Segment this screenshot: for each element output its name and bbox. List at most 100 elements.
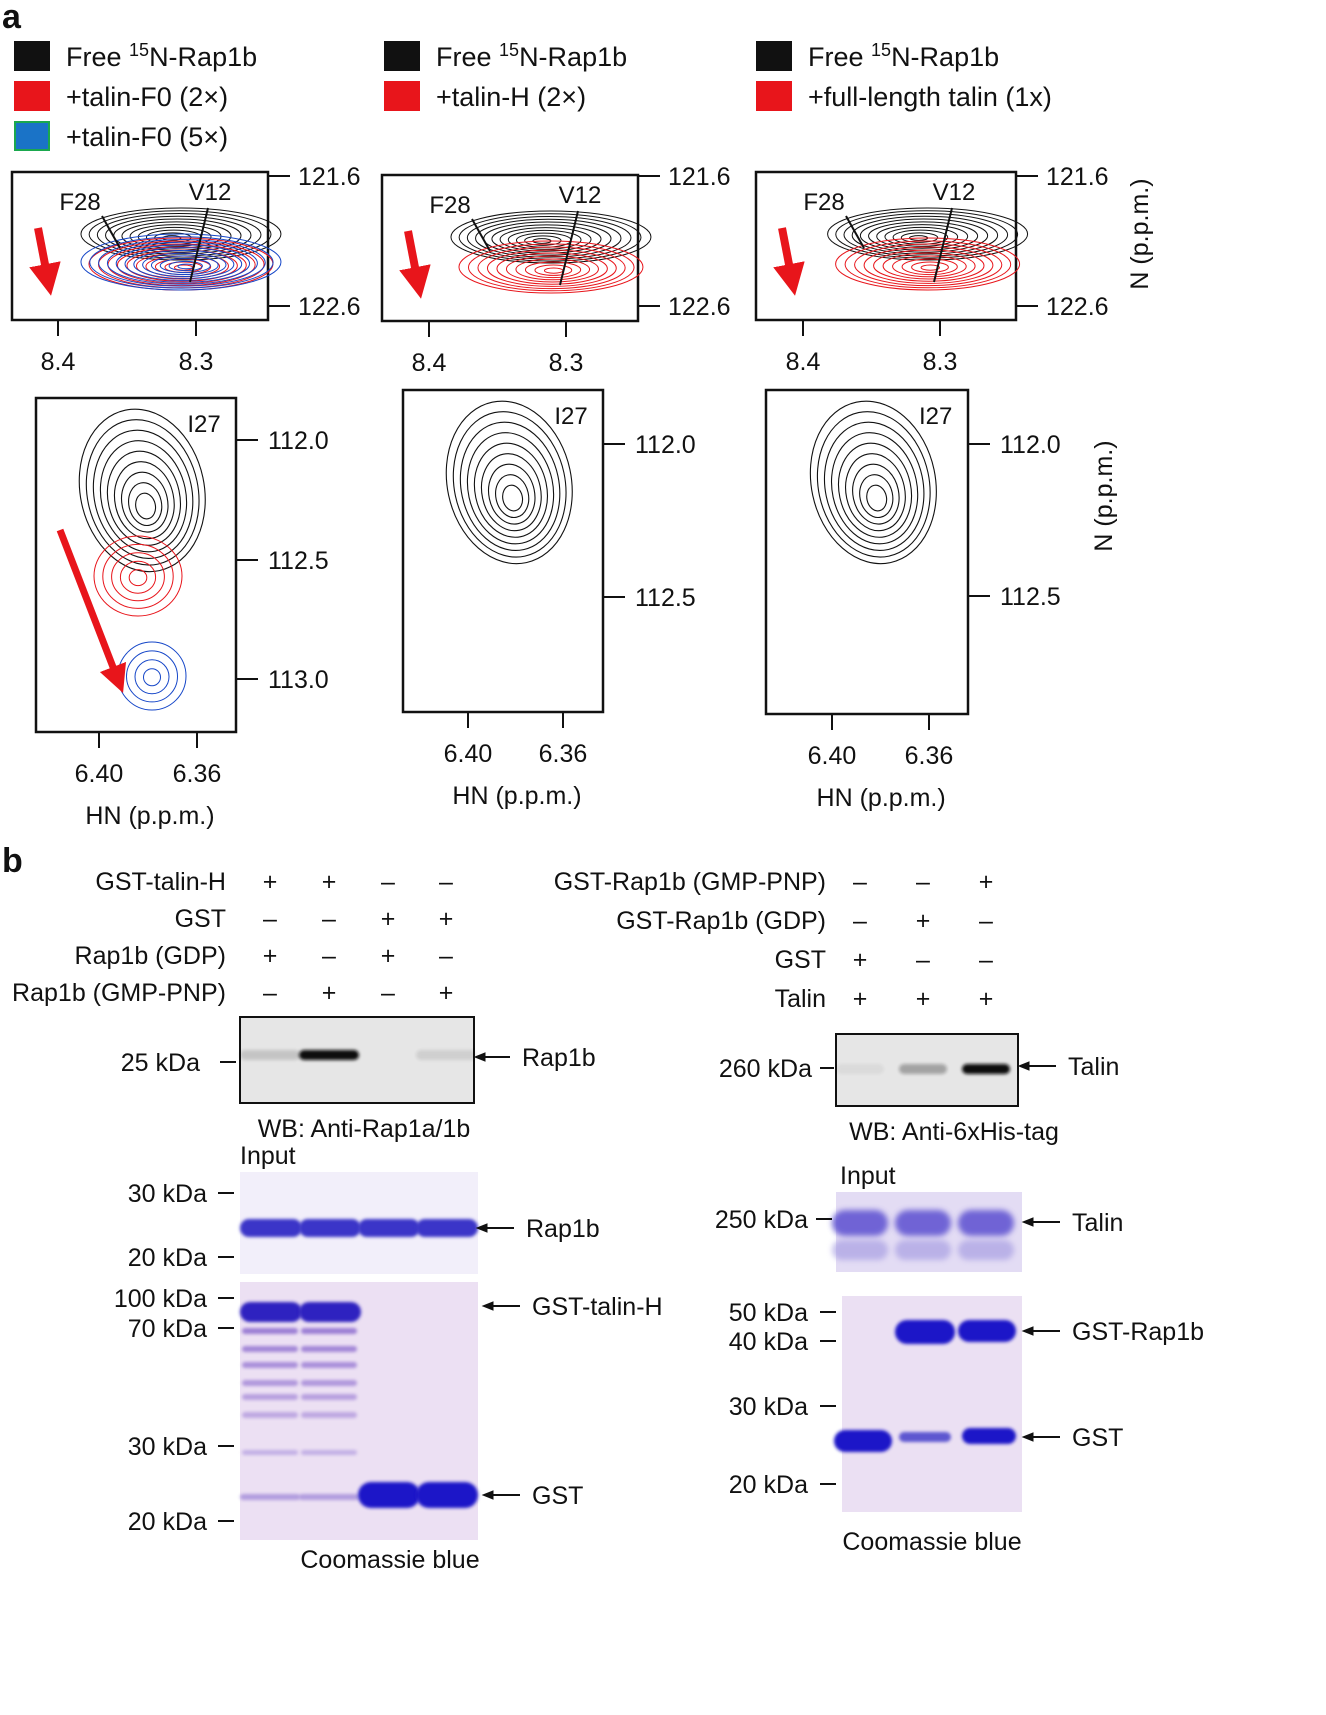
y-tick-label: 112.0 (268, 427, 329, 455)
wb-band (836, 1064, 884, 1074)
contour-line (116, 246, 247, 284)
contour-line (835, 210, 1019, 259)
x-tick-label: 8.4 (786, 348, 821, 376)
gel-band (358, 1482, 420, 1508)
y-tick-label: 121.6 (1046, 163, 1109, 191)
condition-sign: + (322, 979, 337, 1007)
gel-band (299, 1302, 361, 1322)
condition-sign: + (381, 905, 396, 933)
y-tick-label: 112.5 (1000, 583, 1061, 611)
contour-line (93, 535, 183, 617)
contour-line (816, 411, 931, 558)
x-axis-label: HN (p.p.m.) (85, 802, 214, 830)
contour-line (150, 255, 219, 276)
condition-sign: – (263, 979, 277, 1007)
contours-red (458, 240, 644, 294)
contours-free (445, 400, 573, 565)
blot-caption: WB: Anti-6xHis-tag (849, 1118, 1059, 1146)
marker-label: 260 kDa (719, 1055, 812, 1083)
contour-line (882, 252, 976, 280)
band-label: Rap1b (526, 1215, 600, 1243)
condition-label: GST (775, 946, 826, 974)
gel-band (242, 1328, 298, 1334)
contour-line (524, 235, 562, 246)
y-tick-label: 112.5 (268, 547, 329, 575)
x-tick-label: 6.40 (444, 740, 493, 768)
x-tick-label: 8.3 (549, 349, 584, 377)
gel-band (240, 1494, 300, 1500)
peak-label: I27 (554, 403, 587, 430)
contour-line (901, 258, 958, 276)
x-axis-label: HN (p.p.m.) (817, 784, 946, 812)
input-title: Input (240, 1142, 296, 1170)
peak-label: V12 (189, 179, 232, 206)
contour-line (111, 552, 165, 602)
condition-sign: + (979, 985, 994, 1013)
gel-band (242, 1450, 298, 1455)
contour-line (159, 258, 211, 274)
peak-label: I27 (187, 411, 220, 438)
gel-band (301, 1450, 357, 1455)
legend-label: +talin-F0 (5×) (66, 122, 228, 152)
gel-band (242, 1346, 298, 1352)
y-tick-label: 113.0 (268, 666, 329, 694)
contour-line (445, 400, 573, 565)
y-tick-label: 112.0 (1000, 431, 1061, 459)
contour-line (835, 237, 1021, 291)
contour-line (486, 249, 617, 287)
contour-line (98, 238, 266, 287)
legend-label: +full-length talin (1x) (808, 82, 1052, 112)
contour-line (128, 482, 163, 527)
condition-sign: – (853, 907, 867, 935)
contour-line (134, 659, 170, 695)
gel-band (301, 1412, 357, 1418)
contour-line (80, 207, 282, 261)
band-label: Talin (1068, 1053, 1119, 1081)
legend-swatch (756, 81, 792, 111)
contour-line (496, 252, 608, 285)
contour-line (102, 543, 174, 609)
y-tick-label: 122.6 (1046, 293, 1109, 321)
contour-line (845, 453, 906, 532)
y-tick-label: 112.0 (635, 431, 696, 459)
peak-label: F28 (803, 189, 844, 216)
contour-line (515, 258, 591, 281)
contour-line (119, 560, 157, 594)
contour-line (467, 243, 635, 292)
contour-line (920, 264, 940, 271)
peak-pointer (933, 207, 953, 283)
contour-line (89, 236, 274, 289)
contour-line (487, 463, 536, 525)
contour-line (106, 450, 181, 546)
peak-pointer (471, 218, 491, 252)
contour-line (458, 213, 642, 262)
condition-sign: – (381, 868, 395, 896)
legend-swatch (14, 41, 50, 71)
x-tick-label: 8.3 (179, 348, 214, 376)
condition-sign: – (979, 907, 993, 935)
wb-band (899, 1064, 947, 1074)
contour-line (142, 252, 227, 277)
condition-sign: – (322, 942, 336, 970)
contour-line (466, 432, 555, 545)
contour-line (168, 260, 203, 272)
contour-line (859, 474, 894, 519)
x-tick-label: 6.36 (173, 760, 222, 788)
contours-free (450, 210, 652, 264)
spectrum-frame-bottom (34, 396, 238, 734)
panel-a-label: a (2, 0, 22, 36)
contour-line (534, 264, 573, 276)
gel-band (834, 1430, 892, 1452)
contour-line (844, 240, 1012, 289)
contour-line (133, 249, 235, 279)
x-tick-label: 8.4 (412, 349, 447, 377)
contour-line (480, 453, 542, 532)
legend-swatch (384, 81, 420, 111)
contours-free (78, 408, 206, 573)
peak-label: V12 (933, 179, 976, 206)
x-tick-label: 8.3 (923, 348, 958, 376)
panel-b-label: b (2, 842, 23, 880)
contours-free (809, 400, 937, 565)
